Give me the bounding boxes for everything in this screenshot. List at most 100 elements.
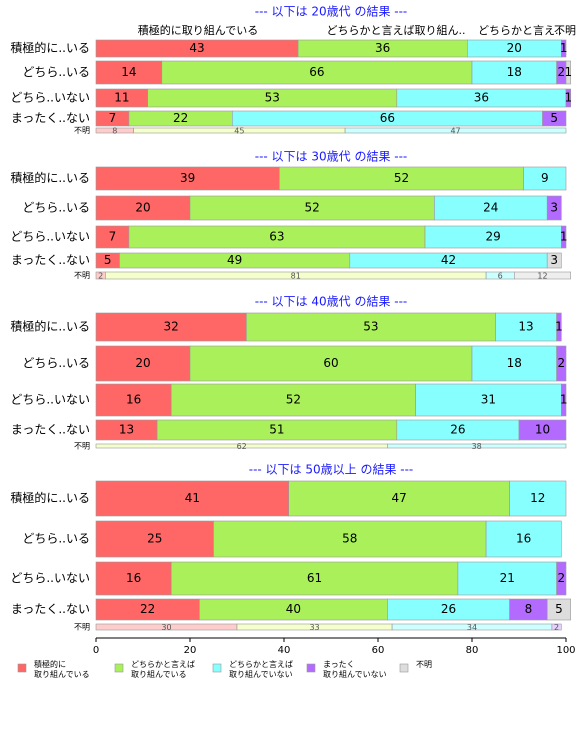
legend-entry: 積極的に 取り組んでいる — [34, 660, 90, 679]
value-label: 10 — [535, 423, 550, 437]
value-label: 24 — [483, 201, 498, 215]
bar-segment — [556, 561, 567, 596]
value-label: 51 — [269, 423, 284, 437]
category-label: どちら..いる — [22, 532, 90, 546]
value-label: 2 — [557, 356, 565, 370]
bar-segment — [546, 195, 562, 221]
value-label: 52 — [286, 393, 301, 407]
value-label: 49 — [227, 253, 242, 267]
legend-label: まったく 取り組んでいない — [323, 660, 387, 679]
bar-segment — [434, 195, 548, 221]
value-label: 22 — [140, 602, 155, 616]
bar-segment — [556, 345, 567, 382]
panel-title: --- 以下は 30歳代 の結果 --- — [255, 150, 408, 164]
value-label: 3 — [550, 201, 558, 215]
value-label: 20 — [507, 41, 522, 55]
category-label: どちら..いない — [10, 230, 90, 244]
legend-swatch — [306, 663, 316, 673]
value-label: 8 — [525, 602, 533, 616]
value-label: 32 — [164, 320, 179, 334]
value-label: 36 — [474, 91, 489, 105]
bar-segment — [189, 345, 473, 382]
value-label: 53 — [363, 320, 378, 334]
value-label: 26 — [450, 423, 465, 437]
value-label: 47 — [450, 127, 460, 136]
value-label: 81 — [291, 272, 301, 281]
value-label: 1 — [565, 65, 573, 79]
value-label: 31 — [481, 393, 496, 407]
value-label: 9 — [541, 171, 549, 185]
bar-segment — [95, 312, 247, 342]
category-label: 不明 — [74, 271, 90, 280]
category-label: まったく..ない — [11, 423, 90, 437]
category-label: どちら..いる — [22, 201, 90, 215]
value-label: 45 — [234, 127, 244, 136]
value-label: 1 — [565, 91, 573, 105]
bar-segment — [213, 520, 487, 558]
x-tick-label: 20 — [184, 645, 197, 656]
bar-segment — [542, 110, 567, 127]
legend-entry: 不明 — [416, 660, 432, 669]
legend-label: どちらかと言えば 取り組んでいる — [131, 660, 195, 679]
bar-segment — [95, 195, 191, 221]
column-label: 不明 — [554, 24, 576, 37]
value-label: 63 — [269, 230, 284, 244]
value-label: 13 — [518, 320, 533, 334]
bar-segment — [518, 419, 567, 441]
value-label: 1 — [560, 230, 568, 244]
bar-segment — [457, 561, 557, 596]
value-label: 18 — [507, 356, 522, 370]
column-label: どちらかと言えば取り組ん.. — [327, 24, 466, 37]
category-label: まったく..ない — [11, 602, 90, 616]
value-label: 26 — [441, 602, 456, 616]
bar-segment — [344, 127, 567, 134]
bar-segment — [560, 383, 567, 417]
bar-segment — [556, 312, 562, 342]
value-label: 21 — [500, 571, 515, 585]
bar-segment — [560, 39, 567, 58]
category-label: 不明 — [74, 623, 90, 632]
bar-segment — [509, 480, 567, 517]
legend-label: 不明 — [416, 660, 432, 669]
panel-title: --- 以下は 20歳代 の結果 --- — [255, 5, 408, 19]
x-tick-label: 100 — [556, 645, 575, 656]
category-label: 積極的に..いる — [10, 40, 90, 55]
value-label: 2 — [557, 65, 565, 79]
category-label: 不明 — [74, 442, 90, 451]
legend-swatch — [114, 663, 124, 673]
legend-entry: どちらかと言えば 取り組んでいる — [131, 660, 195, 679]
bar-segment — [170, 561, 459, 596]
category-label: どちら..いる — [22, 356, 90, 370]
bar-segment — [288, 480, 510, 517]
category-label: 積極的に..いる — [10, 319, 90, 334]
bar-segment — [546, 598, 572, 621]
bar-segment — [415, 383, 562, 417]
value-label: 13 — [119, 423, 134, 437]
bar-segment — [95, 561, 172, 596]
value-label: 8 — [112, 127, 117, 136]
value-label: 16 — [516, 532, 531, 546]
x-tick-label: 80 — [466, 645, 479, 656]
value-label: 33 — [309, 623, 319, 632]
bar-segment — [170, 383, 416, 417]
bar-segment — [95, 383, 172, 417]
bar-segment — [565, 88, 571, 108]
category-label: 積極的に..いる — [10, 170, 90, 185]
bar-segment — [523, 166, 567, 191]
value-label: 1 — [560, 41, 568, 55]
x-tick-label: 60 — [372, 645, 385, 656]
bar-segment — [485, 520, 562, 558]
bar-segment — [565, 60, 571, 85]
value-label: 40 — [286, 602, 301, 616]
value-label: 11 — [114, 91, 129, 105]
value-label: 7 — [109, 230, 117, 244]
category-label: どちら..いない — [10, 91, 90, 105]
value-label: 20 — [135, 201, 150, 215]
category-label: どちら..いない — [10, 393, 90, 407]
bar-segment — [189, 195, 435, 221]
value-label: 66 — [380, 111, 395, 125]
value-label: 61 — [307, 571, 322, 585]
value-label: 12 — [530, 491, 545, 505]
value-label: 47 — [392, 491, 407, 505]
